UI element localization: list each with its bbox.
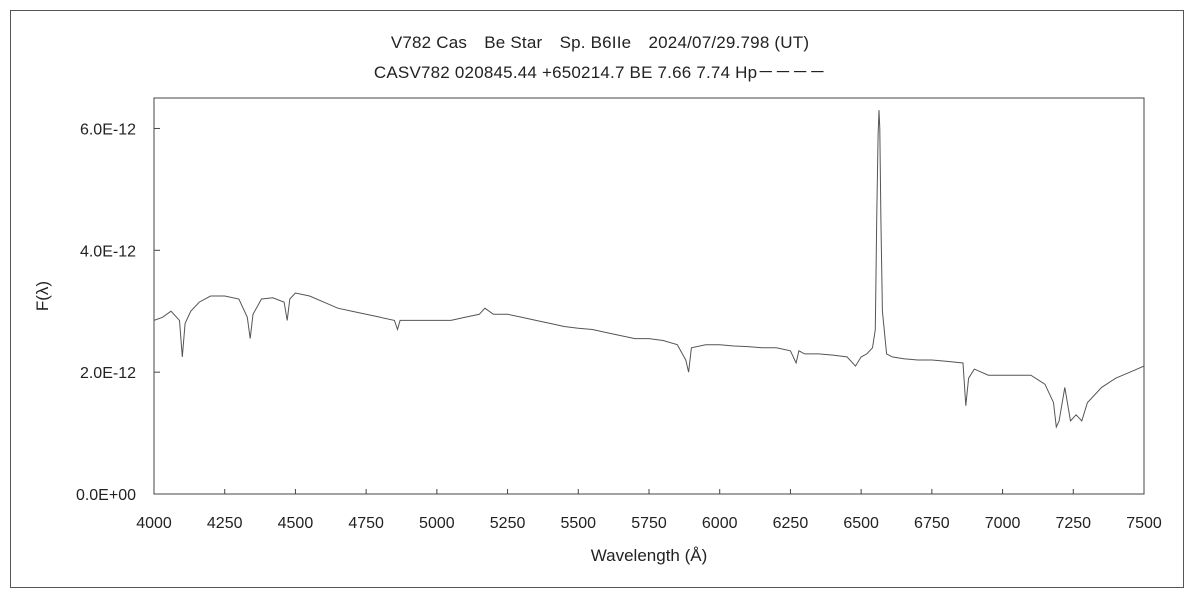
x-tick-label: 4250 — [207, 515, 243, 532]
y-tick-label: 0.0E+00 — [76, 487, 136, 504]
x-tick-label: 5750 — [631, 515, 667, 532]
x-tick-label: 5250 — [490, 515, 526, 532]
x-tick-label: 6250 — [773, 515, 809, 532]
y-axis: 0.0E+00 2.0E-12 4.0E-12 6.0E-12 — [76, 121, 160, 504]
y-axis-label: F(λ) — [33, 281, 52, 311]
spectrum-line — [153, 110, 1145, 429]
x-tick-label: 6500 — [843, 515, 879, 532]
x-tick-label: 7500 — [1126, 515, 1162, 532]
x-tick-label: 5000 — [419, 515, 455, 532]
x-tick-label: 6750 — [914, 515, 950, 532]
x-tick-label: 7250 — [1055, 515, 1091, 532]
x-axis-label: Wavelength (Å) — [591, 546, 708, 565]
chart-title: V782 Cas Be Star Sp. B6IIe 2024/07/29.79… — [390, 33, 810, 52]
x-tick-label: 4000 — [136, 515, 172, 532]
x-tick-label: 4750 — [348, 515, 384, 532]
x-tick-label: 5500 — [560, 515, 596, 532]
x-tick-label: 6000 — [702, 515, 738, 532]
y-tick-label: 2.0E-12 — [80, 365, 136, 382]
chart-subtitle: CASV782 020845.44 +650214.7 BE 7.66 7.74… — [373, 63, 827, 82]
plot-area — [153, 97, 1145, 495]
x-axis: 4000 4250 4500 4750 5000 5250 5500 5750 6000 6250… — [136, 489, 1162, 532]
x-tick-label: 7000 — [985, 515, 1021, 532]
y-tick-label: 4.0E-12 — [80, 243, 136, 260]
x-tick-label: 4500 — [278, 515, 314, 532]
y-tick-label: 6.0E-12 — [80, 121, 136, 138]
chart-frame — [10, 10, 1184, 588]
